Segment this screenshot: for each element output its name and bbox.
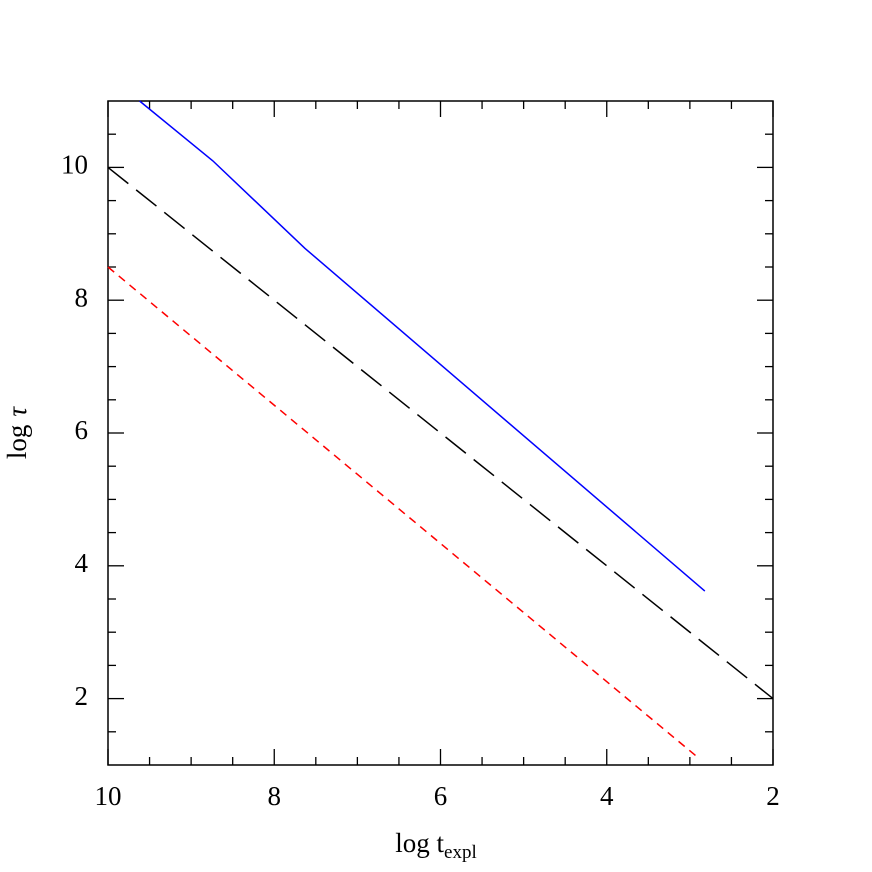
series-line [107, 266, 699, 759]
x-label-main: log t [395, 828, 444, 858]
y-label-main: log [2, 425, 32, 460]
x-axis-label: log texpl [395, 828, 476, 863]
plot-frame [107, 100, 774, 766]
x-tick-label: 4 [600, 781, 614, 811]
x-tick-label: 2 [766, 781, 780, 811]
x-tick-label: 6 [434, 781, 448, 811]
y-axis-label: log τ [2, 406, 32, 460]
y-tick-label: 10 [61, 150, 88, 180]
series-line [139, 100, 706, 592]
y-tick-label: 6 [75, 415, 89, 445]
y-tick-label: 4 [75, 548, 89, 578]
y-tick-label: 8 [75, 282, 89, 312]
x-label-subscript: expl [444, 842, 477, 863]
x-tick-label: 10 [95, 781, 122, 811]
x-tick-label: 8 [268, 781, 282, 811]
series-line [107, 166, 774, 700]
y-label-symbol: τ [2, 406, 32, 417]
y-tick-label: 2 [75, 681, 89, 711]
